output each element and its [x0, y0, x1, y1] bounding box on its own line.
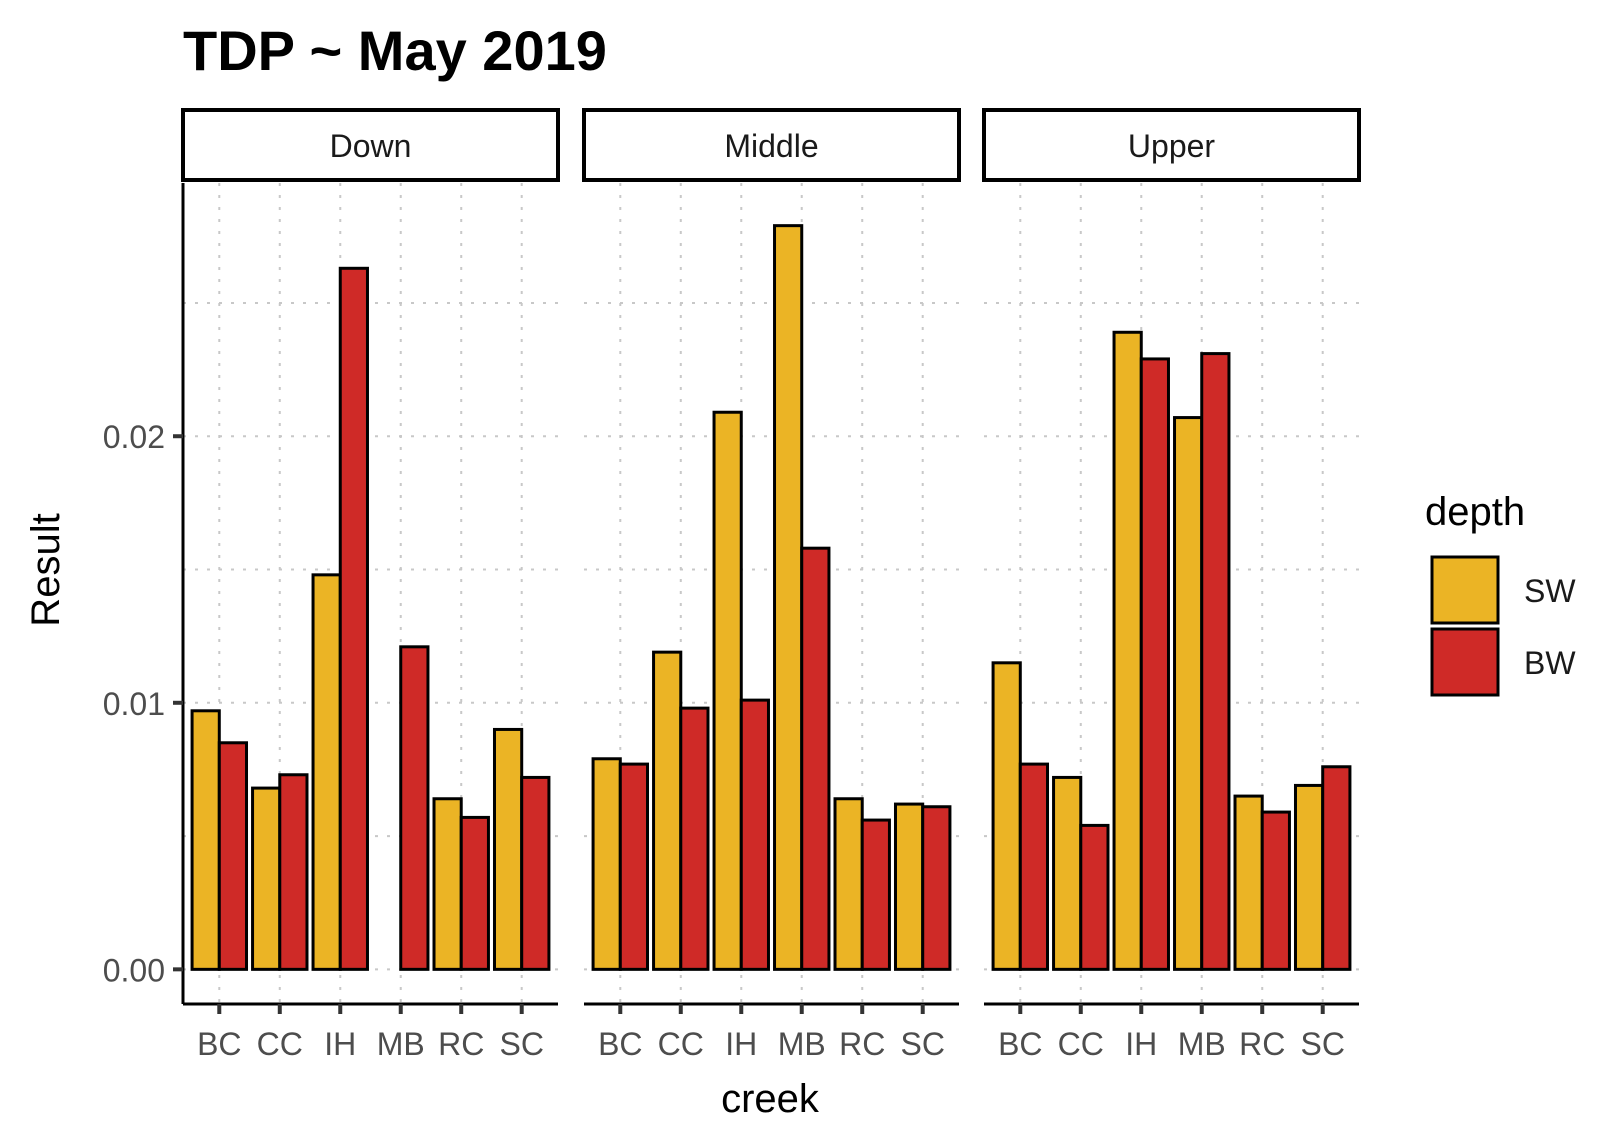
bar-down-mb-bw — [399, 645, 430, 971]
legend: depth SW BW — [1425, 490, 1576, 697]
x-tick-label: RC — [438, 1026, 484, 1062]
bar-middle-mb-sw — [773, 224, 804, 971]
x-axis-title: creek — [721, 1077, 820, 1121]
bar-down-ih-bw — [338, 266, 369, 971]
x-tick-label: BC — [598, 1026, 642, 1062]
y-axis: 0.00 0.01 0.02 — [103, 183, 185, 1004]
y-axis-title: Result — [24, 513, 68, 626]
x-tick-label: MB — [778, 1026, 826, 1062]
y-tick-label: 0.02 — [103, 419, 165, 455]
x-tick-label: CC — [257, 1026, 303, 1062]
bar-middle-bc-sw — [591, 757, 622, 971]
y-tick-label: 0.00 — [103, 952, 165, 988]
x-tick-label: BC — [197, 1026, 241, 1062]
x-tick-label: RC — [839, 1026, 885, 1062]
legend-key-bw — [1430, 627, 1500, 697]
x-tick-label: MB — [377, 1026, 425, 1062]
facet-panels: Down BC CC IH MB RC SC Middle BC CC IH MB RC SC Upper B… — [181, 108, 1361, 1062]
x-tick-label: IH — [725, 1026, 757, 1062]
facet-panel-down: Down BC CC IH MB RC SC — [181, 108, 560, 1062]
bar-middle-ih-sw — [712, 410, 743, 971]
bar-upper-ih-sw — [1112, 330, 1143, 971]
bar-down-sc-bw — [520, 775, 551, 971]
bar-middle-rc-sw — [833, 797, 864, 971]
x-tick-label: IH — [324, 1026, 356, 1062]
bar-upper-ih-bw — [1139, 357, 1170, 971]
legend-label-sw: SW — [1524, 573, 1576, 609]
facet-strip-label: Middle — [724, 128, 818, 164]
bar-middle-ih-bw — [739, 698, 770, 971]
bar-down-bc-bw — [217, 741, 249, 971]
chart-title: TDP ~ May 2019 — [183, 19, 607, 82]
bar-upper-sc-sw — [1293, 783, 1325, 971]
bar-down-sc-sw — [492, 727, 524, 971]
facet-strip-middle — [582, 108, 961, 182]
bar-upper-cc-bw — [1079, 823, 1110, 971]
bar-upper-bc-sw — [991, 661, 1022, 971]
bar-upper-rc-bw — [1260, 810, 1291, 971]
bar-upper-mb-sw — [1173, 416, 1204, 971]
bar-down-cc-bw — [278, 773, 309, 971]
y-tick-label: 0.01 — [103, 686, 165, 722]
bar-middle-cc-bw — [679, 706, 710, 971]
x-tick-label: CC — [658, 1026, 704, 1062]
x-tick-label: CC — [1058, 1026, 1104, 1062]
x-tick-label: SC — [1300, 1026, 1344, 1062]
bar-down-rc-bw — [459, 815, 490, 971]
facet-strip-down — [181, 108, 560, 182]
bar-upper-rc-sw — [1233, 794, 1264, 971]
bar-middle-sc-bw — [921, 805, 952, 971]
bar-middle-bc-bw — [618, 762, 650, 971]
bar-upper-sc-bw — [1321, 765, 1352, 971]
bar-down-ih-sw — [311, 573, 342, 971]
bar-middle-sc-sw — [893, 802, 925, 971]
legend-key-sw — [1430, 555, 1500, 625]
facet-strip-label: Down — [330, 128, 412, 164]
bar-upper-bc-bw — [1018, 762, 1050, 971]
bar-upper-mb-bw — [1200, 352, 1231, 971]
x-tick-label: SC — [499, 1026, 543, 1062]
bar-down-cc-sw — [251, 786, 282, 971]
facet-strip-upper — [982, 108, 1361, 182]
bar-middle-cc-sw — [652, 650, 683, 971]
bar-upper-cc-sw — [1052, 775, 1083, 971]
facet-strip-label: Upper — [1128, 128, 1216, 164]
x-tick-label: IH — [1125, 1026, 1157, 1062]
legend-label-bw: BW — [1524, 645, 1576, 681]
bar-middle-rc-bw — [860, 818, 891, 971]
facet-panel-upper: Upper BC CC IH MB RC SC — [982, 108, 1361, 1062]
bar-middle-mb-bw — [800, 546, 831, 971]
x-tick-label: RC — [1239, 1026, 1285, 1062]
x-tick-label: SC — [900, 1026, 944, 1062]
legend-title: depth — [1425, 490, 1525, 534]
bar-down-rc-sw — [432, 797, 463, 971]
bar-down-bc-sw — [190, 709, 221, 971]
x-tick-label: BC — [998, 1026, 1042, 1062]
x-tick-label: MB — [1178, 1026, 1226, 1062]
facet-panel-middle: Middle BC CC IH MB RC SC — [582, 108, 961, 1062]
